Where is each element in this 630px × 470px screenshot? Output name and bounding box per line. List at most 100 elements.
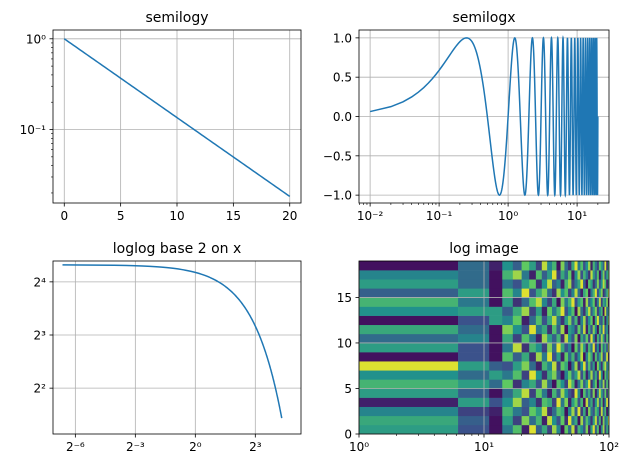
tick-label-x: 2⁰	[189, 440, 202, 454]
heatmap-cell	[564, 415, 569, 426]
heatmap-cell	[598, 333, 602, 344]
heatmap-cell	[552, 270, 557, 280]
heatmap-cell	[556, 361, 561, 371]
heatmap-cell	[512, 315, 522, 326]
heatmap-cell	[489, 315, 503, 326]
heatmap-cell	[521, 352, 530, 362]
heatmap-cell	[590, 324, 593, 335]
heatmap-cell	[596, 297, 600, 307]
heatmap-cell	[571, 397, 575, 407]
heatmap-cell	[596, 388, 600, 398]
heatmap-cell	[359, 279, 459, 289]
heatmap-cell	[600, 279, 603, 289]
heatmap-cell	[502, 397, 514, 407]
heatmap-cell	[560, 279, 565, 289]
heatmap-cell	[598, 388, 602, 398]
heatmap-cell	[359, 315, 459, 326]
heatmap-cell	[606, 406, 609, 417]
heatmap-cell	[535, 379, 543, 389]
heatmap-cell	[458, 270, 490, 280]
heatmap-cell	[512, 370, 522, 380]
heatmap-cell	[521, 361, 530, 371]
heatmap-cell	[359, 288, 459, 298]
heatmap-cell	[583, 333, 586, 344]
axes-frame	[52, 260, 302, 435]
heatmap-cell	[588, 333, 591, 344]
heatmap-cell	[590, 270, 593, 280]
heatmap-cell	[590, 279, 593, 289]
heatmap-cell	[577, 370, 581, 380]
heatmap-cell	[607, 370, 609, 380]
heatmap-cell	[590, 388, 593, 398]
heatmap-cell	[571, 279, 575, 289]
tick-label-y: −1.0	[323, 189, 352, 203]
heatmap-cell	[585, 324, 589, 335]
heatmap-cell	[596, 379, 600, 389]
heatmap-cell	[535, 315, 543, 326]
axes-frame	[52, 29, 302, 204]
heatmap-cell	[607, 288, 609, 298]
heatmap-cell	[556, 379, 561, 389]
heatmap-cell	[604, 297, 607, 307]
heatmap-cell	[594, 361, 598, 371]
heatmap-cell	[529, 397, 537, 407]
heatmap-cell	[604, 342, 607, 353]
heatmap-cell	[502, 415, 514, 426]
heatmap-cell	[458, 315, 490, 326]
heatmap-cell	[588, 397, 591, 407]
heatmap-cell	[583, 397, 586, 407]
heatmap-cell	[556, 397, 561, 407]
heatmap-cell	[600, 288, 603, 298]
heatmap-cell	[535, 297, 543, 307]
heatmap-cell	[598, 315, 602, 326]
heatmap-cell	[585, 279, 589, 289]
tick-label-x: 10¹	[567, 209, 587, 223]
heatmap-cell	[502, 333, 514, 344]
heatmap-cell	[604, 388, 607, 398]
heatmap-cell	[594, 342, 598, 353]
series-line	[63, 38, 291, 198]
tick-label-y: 0	[344, 428, 352, 442]
heatmap-cell	[577, 324, 581, 335]
heatmap-cell	[521, 306, 530, 316]
heatmap-cell	[592, 333, 596, 344]
heatmap-cell	[580, 406, 584, 417]
heatmap-cell	[592, 342, 596, 353]
heatmap-cell	[590, 261, 593, 271]
heatmap-cell	[529, 352, 537, 362]
heatmap-cell	[571, 415, 575, 426]
heatmap-cell	[602, 306, 605, 316]
heatmap-cell	[583, 288, 586, 298]
heatmap-cell	[541, 333, 548, 344]
heatmap-cell	[592, 288, 596, 298]
heatmap-cell	[571, 424, 575, 434]
heatmap-cell	[594, 415, 598, 426]
heatmap-cell	[489, 261, 503, 271]
heatmap-cell	[602, 352, 605, 362]
heatmap-cell	[580, 342, 584, 353]
heatmap-cell	[541, 279, 548, 289]
heatmap-cell	[588, 288, 591, 298]
heatmap-cell	[556, 424, 561, 434]
heatmap-cell	[541, 361, 548, 371]
heatmap-cell	[596, 270, 600, 280]
heatmap-cell	[547, 388, 553, 398]
heatmap-cell	[512, 342, 522, 353]
heatmap-cell	[568, 388, 572, 398]
heatmap-cell	[560, 415, 565, 426]
heatmap-cell	[580, 352, 584, 362]
heatmap-cell	[602, 315, 605, 326]
heatmap-cell	[521, 415, 530, 426]
subplot-title: semilogy	[145, 10, 208, 26]
tick-label-x: 10	[169, 209, 184, 223]
heatmap-cell	[596, 406, 600, 417]
tick-label-y: 10⁰	[26, 32, 46, 46]
heatmap-cell	[594, 388, 598, 398]
heatmap-cell	[359, 333, 459, 344]
heatmap-cell	[598, 415, 602, 426]
heatmap-cell	[571, 324, 575, 335]
heatmap-cell	[604, 333, 607, 344]
heatmap-cell	[568, 342, 572, 353]
heatmap-cell	[592, 279, 596, 289]
heatmap-cell	[585, 370, 589, 380]
